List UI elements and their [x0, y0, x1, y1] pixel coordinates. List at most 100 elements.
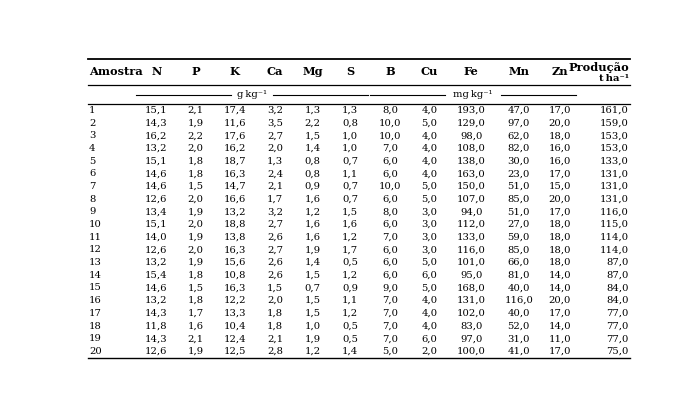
Text: 1,5: 1,5: [342, 207, 358, 216]
Text: 6,0: 6,0: [382, 271, 398, 280]
Text: 77,0: 77,0: [606, 321, 629, 330]
Text: 13,2: 13,2: [145, 258, 167, 267]
Text: 4,0: 4,0: [421, 169, 438, 178]
Text: 14,6: 14,6: [145, 169, 167, 178]
Text: 2,7: 2,7: [267, 220, 283, 229]
Text: 133,0: 133,0: [600, 157, 629, 166]
Text: 2,6: 2,6: [267, 258, 283, 267]
Text: 2,1: 2,1: [267, 182, 283, 191]
Text: 101,0: 101,0: [457, 258, 486, 267]
Text: 6: 6: [89, 169, 95, 178]
Text: 18,0: 18,0: [548, 220, 571, 229]
Text: 1,8: 1,8: [267, 309, 283, 318]
Text: 81,0: 81,0: [508, 271, 530, 280]
Text: 20,0: 20,0: [548, 195, 570, 204]
Text: 15: 15: [89, 283, 102, 292]
Text: 98,0: 98,0: [460, 131, 482, 140]
Text: 1,6: 1,6: [304, 220, 321, 229]
Text: 2,0: 2,0: [188, 144, 204, 153]
Text: 8: 8: [89, 195, 95, 204]
Text: 17,0: 17,0: [548, 347, 571, 356]
Text: N: N: [151, 66, 162, 77]
Text: 168,0: 168,0: [457, 283, 486, 292]
Text: 4,0: 4,0: [421, 321, 438, 330]
Text: 5,0: 5,0: [421, 119, 438, 128]
Text: 51,0: 51,0: [508, 182, 530, 191]
Text: Ca: Ca: [267, 66, 283, 77]
Text: 83,0: 83,0: [460, 321, 482, 330]
Text: 41,0: 41,0: [508, 347, 530, 356]
Text: 18,8: 18,8: [223, 220, 246, 229]
Text: 3,0: 3,0: [421, 233, 438, 242]
Text: mg kg⁻¹: mg kg⁻¹: [453, 90, 493, 99]
Text: 17,0: 17,0: [548, 106, 571, 115]
Text: 1,7: 1,7: [267, 195, 283, 204]
Text: 7,0: 7,0: [382, 144, 398, 153]
Text: 100,0: 100,0: [457, 347, 486, 356]
Text: g kg⁻¹: g kg⁻¹: [237, 90, 267, 99]
Text: 18: 18: [89, 321, 102, 330]
Text: K: K: [230, 66, 240, 77]
Text: Mg: Mg: [302, 66, 323, 77]
Text: 1,2: 1,2: [342, 271, 358, 280]
Text: 84,0: 84,0: [606, 296, 629, 305]
Text: 12,6: 12,6: [145, 195, 167, 204]
Text: B: B: [386, 66, 395, 77]
Text: 3,2: 3,2: [267, 106, 283, 115]
Text: 6,0: 6,0: [382, 195, 398, 204]
Text: 161,0: 161,0: [600, 106, 629, 115]
Text: 1,2: 1,2: [342, 309, 358, 318]
Text: 85,0: 85,0: [508, 195, 530, 204]
Text: 1,8: 1,8: [188, 271, 204, 280]
Text: 116,0: 116,0: [457, 245, 486, 254]
Text: 2,6: 2,6: [267, 271, 283, 280]
Text: 12,4: 12,4: [223, 334, 246, 343]
Text: 8,0: 8,0: [382, 106, 398, 115]
Text: 1,0: 1,0: [342, 144, 358, 153]
Text: 4,0: 4,0: [421, 157, 438, 166]
Text: 14,7: 14,7: [223, 182, 246, 191]
Text: 6,0: 6,0: [382, 245, 398, 254]
Text: 2,0: 2,0: [267, 144, 283, 153]
Text: 6,0: 6,0: [382, 220, 398, 229]
Text: 15,0: 15,0: [548, 182, 571, 191]
Text: 1,6: 1,6: [304, 233, 321, 242]
Text: Produção: Produção: [568, 62, 629, 73]
Text: 1,5: 1,5: [304, 131, 321, 140]
Text: 1,5: 1,5: [304, 271, 321, 280]
Text: 2,2: 2,2: [304, 119, 321, 128]
Text: 59,0: 59,0: [508, 233, 530, 242]
Text: 2,6: 2,6: [267, 233, 283, 242]
Text: 1,6: 1,6: [342, 220, 358, 229]
Text: 17,0: 17,0: [548, 207, 571, 216]
Text: 1,5: 1,5: [188, 182, 204, 191]
Text: 193,0: 193,0: [457, 106, 486, 115]
Text: 131,0: 131,0: [600, 195, 629, 204]
Text: 2,0: 2,0: [188, 220, 204, 229]
Text: 4,0: 4,0: [421, 309, 438, 318]
Text: 5: 5: [89, 157, 95, 166]
Text: 7,0: 7,0: [382, 296, 398, 305]
Text: 14,3: 14,3: [145, 119, 167, 128]
Text: 15,4: 15,4: [145, 271, 167, 280]
Text: 11: 11: [89, 233, 102, 242]
Text: 7,0: 7,0: [382, 321, 398, 330]
Text: 13,2: 13,2: [223, 207, 246, 216]
Text: 1,4: 1,4: [342, 347, 358, 356]
Text: 1,2: 1,2: [342, 233, 358, 242]
Text: 1,0: 1,0: [342, 131, 358, 140]
Text: 14,6: 14,6: [145, 182, 167, 191]
Text: 84,0: 84,0: [606, 283, 629, 292]
Text: 17,4: 17,4: [223, 106, 246, 115]
Text: 8,0: 8,0: [382, 207, 398, 216]
Text: 16: 16: [89, 296, 102, 305]
Text: 1,9: 1,9: [188, 233, 204, 242]
Text: 27,0: 27,0: [508, 220, 530, 229]
Text: 0,7: 0,7: [342, 182, 358, 191]
Text: 1,5: 1,5: [188, 283, 204, 292]
Text: 0,5: 0,5: [342, 321, 358, 330]
Text: 10,0: 10,0: [379, 131, 402, 140]
Text: 1,8: 1,8: [188, 296, 204, 305]
Text: 2,7: 2,7: [267, 245, 283, 254]
Text: 1,9: 1,9: [304, 334, 321, 343]
